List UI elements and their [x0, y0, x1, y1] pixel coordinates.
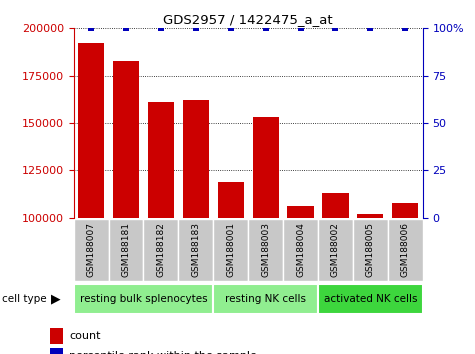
Text: percentile rank within the sample: percentile rank within the sample — [69, 351, 257, 354]
Bar — [108, 219, 143, 281]
Text: GSM188183: GSM188183 — [191, 222, 200, 277]
Bar — [318, 219, 353, 281]
Title: GDS2957 / 1422475_a_at: GDS2957 / 1422475_a_at — [163, 13, 333, 26]
Text: GSM188004: GSM188004 — [296, 222, 305, 277]
Text: GSM188182: GSM188182 — [156, 222, 165, 277]
Bar — [50, 328, 63, 344]
Bar — [357, 214, 383, 218]
Bar — [74, 219, 108, 281]
Bar — [287, 206, 314, 218]
Text: GSM188003: GSM188003 — [261, 222, 270, 277]
Point — [332, 25, 339, 31]
Text: GSM188007: GSM188007 — [86, 222, 95, 277]
Text: cell type: cell type — [2, 294, 47, 304]
Bar — [353, 219, 388, 281]
Point — [367, 25, 374, 31]
Bar — [143, 219, 178, 281]
Text: GSM188002: GSM188002 — [331, 222, 340, 277]
Bar — [183, 100, 209, 218]
Point — [122, 25, 130, 31]
Bar — [318, 284, 423, 314]
Bar — [248, 219, 283, 281]
Text: resting NK cells: resting NK cells — [225, 294, 306, 304]
Text: resting bulk splenocytes: resting bulk splenocytes — [80, 294, 207, 304]
Bar — [74, 284, 213, 314]
Bar — [218, 182, 244, 218]
Point — [87, 25, 95, 31]
Text: ▶: ▶ — [51, 293, 61, 306]
Point — [227, 25, 235, 31]
Bar — [253, 117, 279, 218]
Point — [401, 25, 409, 31]
Bar — [50, 348, 63, 354]
Point — [262, 25, 269, 31]
Bar — [179, 219, 213, 281]
Bar — [283, 219, 318, 281]
Text: GSM188005: GSM188005 — [366, 222, 375, 277]
Point — [192, 25, 200, 31]
Point — [157, 25, 165, 31]
Bar — [323, 193, 349, 218]
Text: GSM188181: GSM188181 — [122, 222, 131, 277]
Text: GSM188001: GSM188001 — [226, 222, 235, 277]
Point — [297, 25, 304, 31]
Bar — [392, 202, 418, 218]
Text: count: count — [69, 331, 101, 341]
Text: activated NK cells: activated NK cells — [323, 294, 417, 304]
Bar — [148, 102, 174, 218]
Bar — [213, 284, 318, 314]
Text: GSM188006: GSM188006 — [401, 222, 410, 277]
Bar — [388, 219, 423, 281]
Bar — [113, 61, 139, 218]
Bar — [78, 44, 104, 218]
Bar — [213, 219, 248, 281]
